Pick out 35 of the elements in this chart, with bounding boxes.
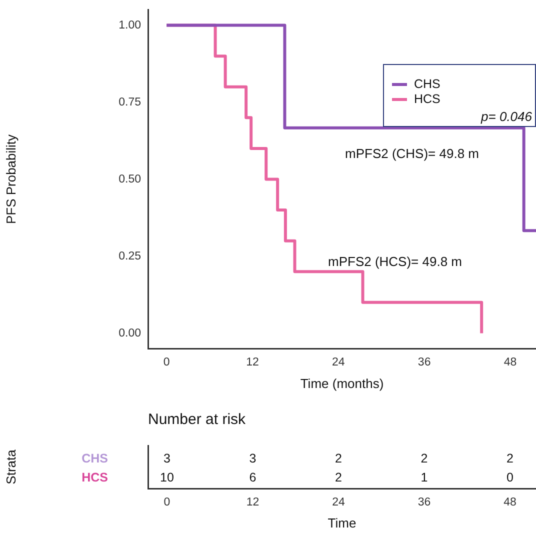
data-label: 10 <box>160 470 174 484</box>
data-label: 2 <box>506 451 514 466</box>
y-tick-label: 1.00 <box>118 19 141 32</box>
annotation: p= 0.046 <box>480 109 533 124</box>
data-label: 2 <box>420 451 428 466</box>
x-tick-label: 48 <box>504 496 516 509</box>
data-label: 6 <box>249 470 256 484</box>
x-axis-title: Time (months) <box>300 376 384 391</box>
x-tick-label: 0 <box>163 356 170 369</box>
x-tick-label: 36 <box>418 356 431 369</box>
annotation: mPFS2 (HCS)= 49.8 m <box>328 254 462 269</box>
annotation: mPFS2 (CHS)= 49.8 m <box>344 146 480 161</box>
x-axis-title: Time <box>328 516 356 531</box>
x-tick-label: 12 <box>246 356 259 369</box>
data-label: 3 <box>164 451 171 466</box>
x-tick-label: 0 <box>164 496 170 509</box>
legend-label: HCS <box>414 92 442 106</box>
y-axis-title: Strata <box>3 448 18 484</box>
y-tick-label: 0.25 <box>118 250 141 262</box>
y-tick-label: 0.50 <box>118 173 141 186</box>
data-label: 2 <box>335 451 342 466</box>
legend-label: CHS <box>414 77 442 91</box>
y-axis-title: PFS Probability <box>3 134 18 224</box>
x-tick-label: 48 <box>504 356 517 369</box>
x-tick-label: 36 <box>418 496 431 509</box>
x-tick-label: 12 <box>246 496 260 509</box>
chart-title: Number at risk <box>148 411 246 428</box>
y-tick-label: 0.00 <box>118 327 141 340</box>
data-label: 2 <box>335 470 342 484</box>
data-label: 0 <box>506 470 514 484</box>
data-label: 1 <box>420 470 428 484</box>
data-label: 3 <box>249 451 256 466</box>
y-tick-label: 0.75 <box>118 96 141 108</box>
x-tick-label: 24 <box>332 496 346 509</box>
x-tick-label: 24 <box>332 356 346 369</box>
